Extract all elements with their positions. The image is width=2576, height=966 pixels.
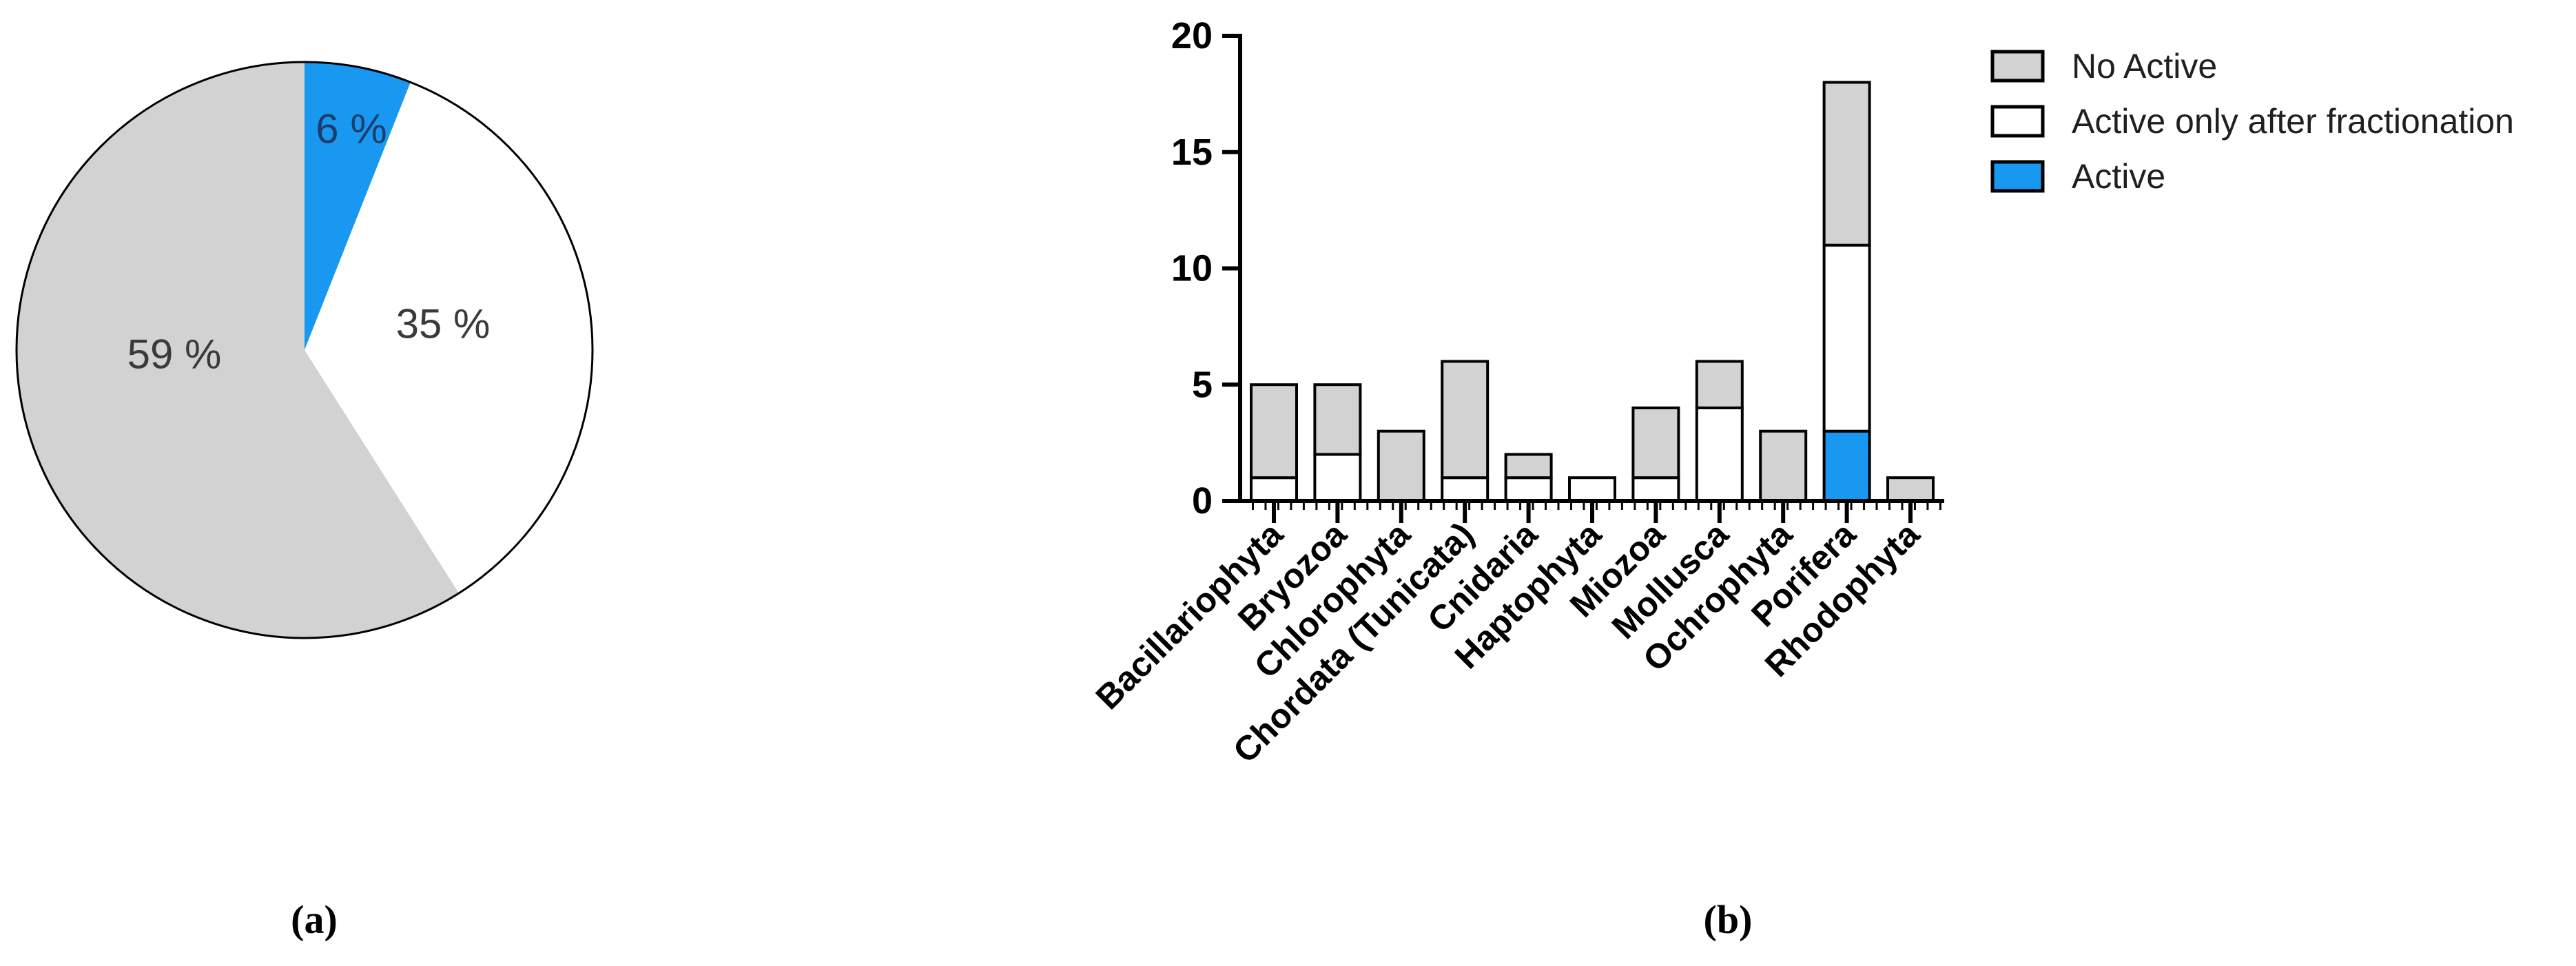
bar-segment-bacillariophyta-no-active xyxy=(1250,383,1298,480)
bar-segment-mollusca-no-active xyxy=(1695,360,1744,409)
pie-slice-label-active: 6 % xyxy=(316,106,387,152)
panel-b-label: (b) xyxy=(1704,897,1753,942)
bar-segment-porifera-active xyxy=(1822,429,1871,502)
legend-swatch-no-active xyxy=(1990,50,2045,83)
panel-a-label: (a) xyxy=(291,897,338,942)
bar-segment-chordata-tunicata-active-only-after-fractionation xyxy=(1441,476,1490,502)
bar-chart: 05101520BacillariophytaBryozoaChlorophyt… xyxy=(1089,15,1944,770)
y-tick-label-0: 0 xyxy=(1192,480,1213,522)
bar-segment-cnidaria-active-only-after-fractionation xyxy=(1504,476,1553,502)
bar-segment-bryozoa-no-active xyxy=(1313,383,1362,456)
bar-segment-porifera-no-active xyxy=(1822,81,1871,247)
bar-segment-cnidaria-no-active xyxy=(1504,453,1553,480)
pie-slice-label-no-active: 59 % xyxy=(127,331,222,378)
pie-slice-label-fractionation: 35 % xyxy=(396,301,491,347)
bar-segment-bryozoa-active-only-after-fractionation xyxy=(1313,453,1362,502)
y-tick-label-10: 10 xyxy=(1171,248,1213,289)
legend-label-no-active: No Active xyxy=(2072,47,2217,85)
legend-label-fractionation: Active only after fractionation xyxy=(2072,102,2514,141)
bar-segment-porifera-active-only-after-fractionation xyxy=(1822,243,1871,433)
bar-segment-ochrophyta-no-active xyxy=(1759,429,1808,502)
y-tick-label-5: 5 xyxy=(1192,364,1213,405)
pie-slice-no-active xyxy=(16,62,459,638)
legend-swatch-active xyxy=(1990,160,2045,193)
pie-slice-active-only-after-fractionation xyxy=(305,82,593,593)
y-tick-label-15: 15 xyxy=(1171,132,1213,173)
bar-segment-miozoa-no-active xyxy=(1631,407,1680,480)
bar-segment-haptophyta-active-only-after-fractionation xyxy=(1568,476,1616,502)
pie-chart xyxy=(15,61,594,639)
bar-segment-bacillariophyta-active-only-after-fractionation xyxy=(1250,476,1298,502)
pie-slice-active xyxy=(305,62,411,350)
legend-swatch-fractionation xyxy=(1990,105,2045,138)
bar-segment-chlorophyta-no-active xyxy=(1377,429,1425,502)
y-tick-label-20: 20 xyxy=(1171,15,1213,56)
pie-outline xyxy=(15,61,594,639)
legend-label-active: Active xyxy=(2072,157,2165,196)
bar-segment-chordata-tunicata-no-active xyxy=(1441,360,1490,480)
bar-segment-mollusca-active-only-after-fractionation xyxy=(1695,407,1744,502)
bar-segment-miozoa-active-only-after-fractionation xyxy=(1631,476,1680,502)
bar-segment-rhodophyta-no-active xyxy=(1886,476,1935,502)
legend: No Active Active only after fractionatio… xyxy=(1990,47,2514,196)
